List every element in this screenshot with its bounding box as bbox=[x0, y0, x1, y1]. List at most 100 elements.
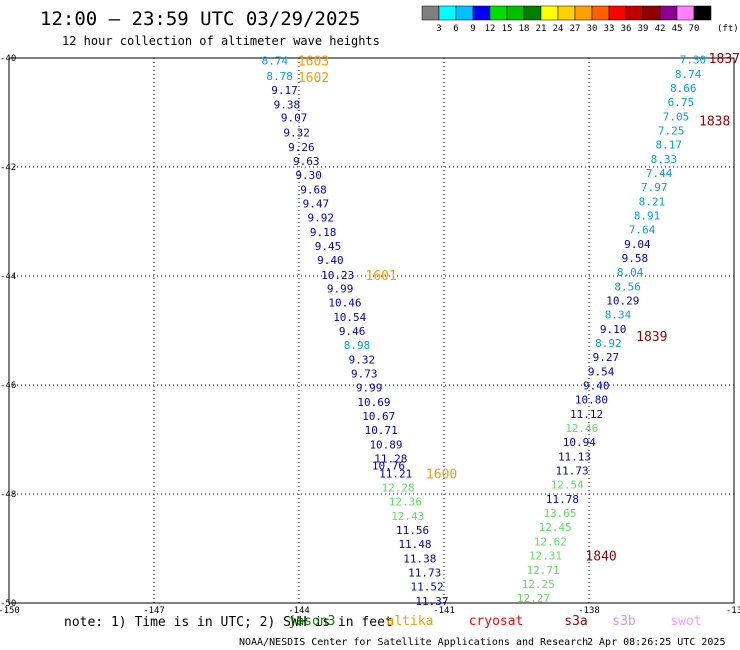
colorbar-swatch bbox=[676, 5, 695, 21]
wave-height-label: 11.52 bbox=[411, 581, 444, 594]
wave-height-label: 8.04 bbox=[617, 266, 644, 279]
footer-note: note: 1) Time is in UTC; 2) SWH is in fe… bbox=[64, 615, 393, 630]
wave-height-label: 7.25 bbox=[658, 124, 685, 137]
wave-height-label: 9.63 bbox=[293, 155, 320, 168]
colorbar-swatch bbox=[591, 5, 610, 21]
colorbar-label: 21 bbox=[536, 24, 547, 34]
wave-height-label: 12.28 bbox=[382, 481, 415, 494]
wave-height-label: 10.69 bbox=[357, 396, 390, 409]
colorbar-label: 42 bbox=[655, 24, 666, 34]
wave-height-label: 8.34 bbox=[605, 309, 632, 322]
wave-height-label: 9.92 bbox=[308, 212, 335, 225]
wave-height-label: 9.40 bbox=[583, 380, 610, 393]
pass-time-label: 1602 bbox=[298, 71, 329, 86]
wave-height-label: 7.30 bbox=[680, 54, 707, 67]
plot-frame bbox=[8, 57, 735, 604]
y-tick-label: -50 bbox=[0, 599, 16, 609]
colorbar-swatch bbox=[421, 5, 440, 21]
x-tick-label: -150 bbox=[0, 606, 20, 616]
x-tick-label: -141 bbox=[433, 606, 455, 616]
wave-height-label: 9.54 bbox=[588, 365, 615, 378]
pass-time-label: 1839 bbox=[636, 330, 667, 345]
wave-height-label: 12.71 bbox=[527, 564, 560, 577]
wave-height-label: 8.98 bbox=[344, 339, 371, 352]
colorbar-label: 24 bbox=[553, 24, 564, 34]
wave-height-label: 9.07 bbox=[281, 111, 308, 124]
y-tick-label: -42 bbox=[0, 163, 16, 173]
wave-height-label: 8.33 bbox=[651, 153, 678, 166]
wave-height-label: 12.31 bbox=[529, 550, 562, 563]
wave-height-label: 8.21 bbox=[639, 195, 666, 208]
wave-height-label: 11.12 bbox=[570, 408, 603, 421]
colorbar-swatch bbox=[472, 5, 491, 21]
wave-height-label: 9.26 bbox=[288, 141, 315, 154]
pass-time-label: 1601 bbox=[366, 269, 397, 284]
wave-height-label: 10.23 bbox=[321, 269, 354, 282]
wave-height-label: 10.80 bbox=[575, 394, 608, 407]
pass-time-label: 1603 bbox=[298, 55, 329, 70]
colorbar-swatch bbox=[659, 5, 678, 21]
pass-time-label: 1838 bbox=[699, 115, 730, 130]
wave-height-label: 9.46 bbox=[339, 325, 366, 338]
colorbar-label: 18 bbox=[519, 24, 530, 34]
colorbar-swatch bbox=[557, 5, 576, 21]
wave-height-label: 10.54 bbox=[333, 311, 366, 324]
colorbar-label: 30 bbox=[587, 24, 598, 34]
wave-height-label: 8.17 bbox=[656, 139, 683, 152]
wave-height-label: 10.94 bbox=[563, 436, 596, 449]
legend-jason3: jason3 bbox=[289, 614, 336, 629]
wave-height-label: 9.04 bbox=[624, 238, 651, 251]
wave-height-label: 11.48 bbox=[398, 538, 431, 551]
wave-height-label: 12.54 bbox=[551, 479, 584, 492]
y-tick-label: -40 bbox=[0, 54, 16, 64]
wave-height-label: 12.27 bbox=[517, 592, 550, 605]
legend-swot: swot bbox=[670, 614, 701, 629]
colorbar-label: 27 bbox=[570, 24, 581, 34]
wave-height-label: 12.36 bbox=[389, 496, 422, 509]
colorbar-swatch bbox=[523, 5, 542, 21]
chart-title: 12:00 – 23:59 UTC 03/29/2025 bbox=[40, 8, 360, 30]
wave-height-label: 9.45 bbox=[315, 240, 342, 253]
wave-height-label: 9.99 bbox=[327, 283, 354, 296]
wave-height-label: 11.37 bbox=[415, 595, 448, 608]
plot-border bbox=[8, 57, 735, 604]
wave-height-label: 11.13 bbox=[558, 450, 591, 463]
wave-height-label: 9.58 bbox=[622, 252, 649, 265]
wave-height-label: 11.73 bbox=[556, 465, 589, 478]
wave-height-label: 11.78 bbox=[546, 493, 579, 506]
colorbar-unit-label: (ft) bbox=[717, 24, 739, 34]
wave-height-label: 10.67 bbox=[362, 410, 395, 423]
wave-height-label: 9.10 bbox=[600, 323, 627, 336]
colorbar-label: 45 bbox=[672, 24, 683, 34]
colorbar-label: 12 bbox=[485, 24, 496, 34]
y-tick-label: -48 bbox=[0, 490, 16, 500]
x-tick-label: -13 bbox=[726, 606, 740, 616]
wave-height-label: 12.43 bbox=[391, 510, 424, 523]
colorbar-swatch bbox=[693, 5, 712, 21]
colorbar-label: 33 bbox=[604, 24, 615, 34]
wave-height-label: 10.29 bbox=[606, 295, 639, 308]
wave-height-label: 11.73 bbox=[408, 566, 441, 579]
colorbar-swatch bbox=[455, 5, 474, 21]
wave-height-label: 7.05 bbox=[663, 110, 690, 123]
wave-height-label: 8.74 bbox=[675, 68, 702, 81]
wave-height-label: 9.40 bbox=[317, 254, 344, 267]
colorbar-label: 9 bbox=[470, 24, 475, 34]
colorbar-swatch bbox=[438, 5, 457, 21]
wave-height-label: 13.65 bbox=[543, 507, 576, 520]
x-tick-label: -147 bbox=[143, 606, 165, 616]
x-tick-label: -138 bbox=[578, 606, 600, 616]
wave-height-label: 10.89 bbox=[369, 438, 402, 451]
y-tick-label: -44 bbox=[0, 272, 16, 282]
wave-height-label: 10.71 bbox=[365, 424, 398, 437]
y-tick-label: -46 bbox=[0, 381, 16, 391]
footer-timestamp: 2 Apr 08:26:25 UTC 2025 bbox=[587, 637, 725, 648]
colorbar-label: 6 bbox=[453, 24, 458, 34]
footer-credit: NOAA/NESDIS Center for Satellite Applica… bbox=[239, 637, 588, 648]
wave-height-label: 8.56 bbox=[614, 280, 641, 293]
colorbar-swatch bbox=[489, 5, 508, 21]
wave-height-label: 9.68 bbox=[300, 183, 327, 196]
wave-height-label: 9.27 bbox=[593, 351, 620, 364]
wave-height-label: 8.74 bbox=[262, 55, 289, 68]
